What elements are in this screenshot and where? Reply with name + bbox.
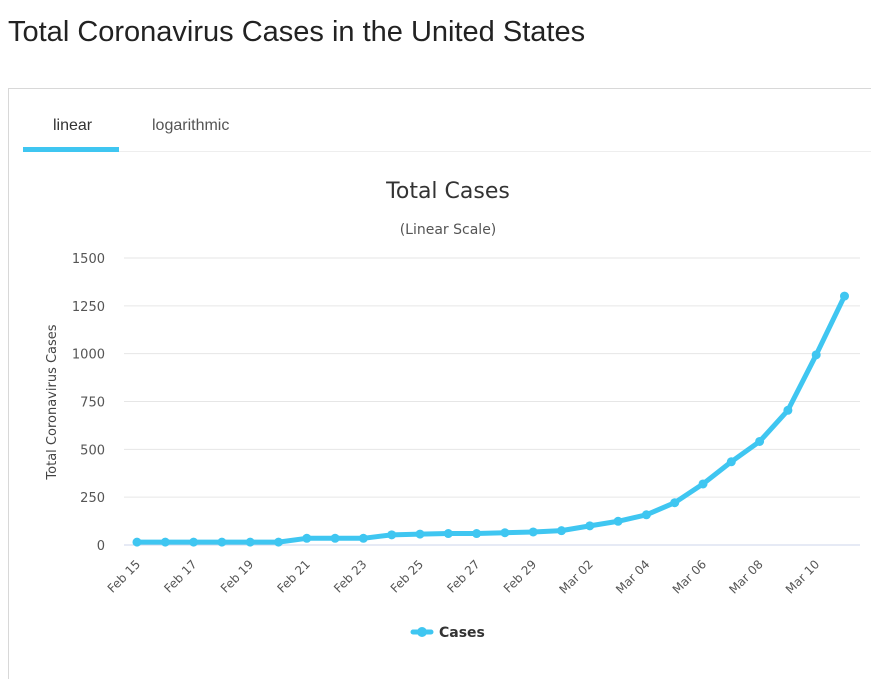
data-point xyxy=(500,528,510,538)
tab-linear[interactable]: linear xyxy=(53,117,93,134)
data-point xyxy=(274,537,283,547)
data-point xyxy=(840,291,849,301)
data-point xyxy=(557,526,566,536)
data-point xyxy=(472,529,482,539)
data-point xyxy=(670,498,680,508)
y-tick-label: 1500 xyxy=(72,252,105,267)
chart-subtitle: (Linear Scale) xyxy=(400,222,497,238)
x-tick-label: Feb 19 xyxy=(218,557,256,595)
x-tick-label: Feb 21 xyxy=(274,557,312,595)
data-point xyxy=(726,457,736,467)
y-tick-label: 1250 xyxy=(72,300,105,315)
x-tick-label: Feb 23 xyxy=(331,557,369,595)
x-tick-label: Mar 06 xyxy=(670,557,709,596)
page-title: Total Coronavirus Cases in the United St… xyxy=(8,16,586,48)
data-point xyxy=(613,516,623,526)
data-point xyxy=(160,537,170,547)
data-point xyxy=(330,533,340,543)
data-point xyxy=(641,510,651,520)
y-tick-label: 0 xyxy=(97,539,105,554)
data-point xyxy=(302,533,312,543)
data-point xyxy=(585,521,595,531)
active-tab-indicator xyxy=(23,147,119,152)
data-point xyxy=(217,537,227,547)
data-point xyxy=(415,529,425,539)
data-point xyxy=(443,529,453,539)
x-tick-label: Feb 29 xyxy=(501,557,539,595)
data-point xyxy=(387,530,397,540)
y-tick-label: 250 xyxy=(80,491,105,506)
chart-panel: linear logarithmic xyxy=(8,88,871,679)
chart-title: Total Cases xyxy=(385,179,510,204)
scale-tabs: linear logarithmic xyxy=(23,89,871,152)
data-point xyxy=(755,436,765,446)
legend-marker-icon xyxy=(417,627,427,637)
x-tick-label: Mar 04 xyxy=(613,557,652,596)
x-tick-label: Mar 10 xyxy=(783,557,822,596)
data-point xyxy=(783,405,793,415)
data-point xyxy=(358,533,368,543)
x-tick-label: Feb 27 xyxy=(444,557,482,595)
data-point xyxy=(245,537,255,547)
data-point xyxy=(132,537,142,547)
y-tick-label: 750 xyxy=(80,396,105,411)
legend-label: Cases xyxy=(439,625,485,641)
x-tick-label: Feb 25 xyxy=(388,557,426,595)
y-tick-label: 1000 xyxy=(72,348,105,363)
y-axis-label: Total Coronavirus Cases xyxy=(45,324,60,480)
x-tick-label: Mar 08 xyxy=(726,557,765,596)
x-tick-label: Mar 02 xyxy=(557,557,596,596)
data-point xyxy=(811,350,821,360)
data-point xyxy=(528,527,538,537)
data-point xyxy=(698,479,708,489)
tab-logarithmic[interactable]: logarithmic xyxy=(152,117,230,134)
data-point xyxy=(189,537,199,547)
y-tick-label: 500 xyxy=(80,443,105,458)
x-tick-label: Feb 15 xyxy=(105,557,143,595)
series-line-cases xyxy=(134,293,847,545)
x-tick-label: Feb 17 xyxy=(161,557,199,595)
